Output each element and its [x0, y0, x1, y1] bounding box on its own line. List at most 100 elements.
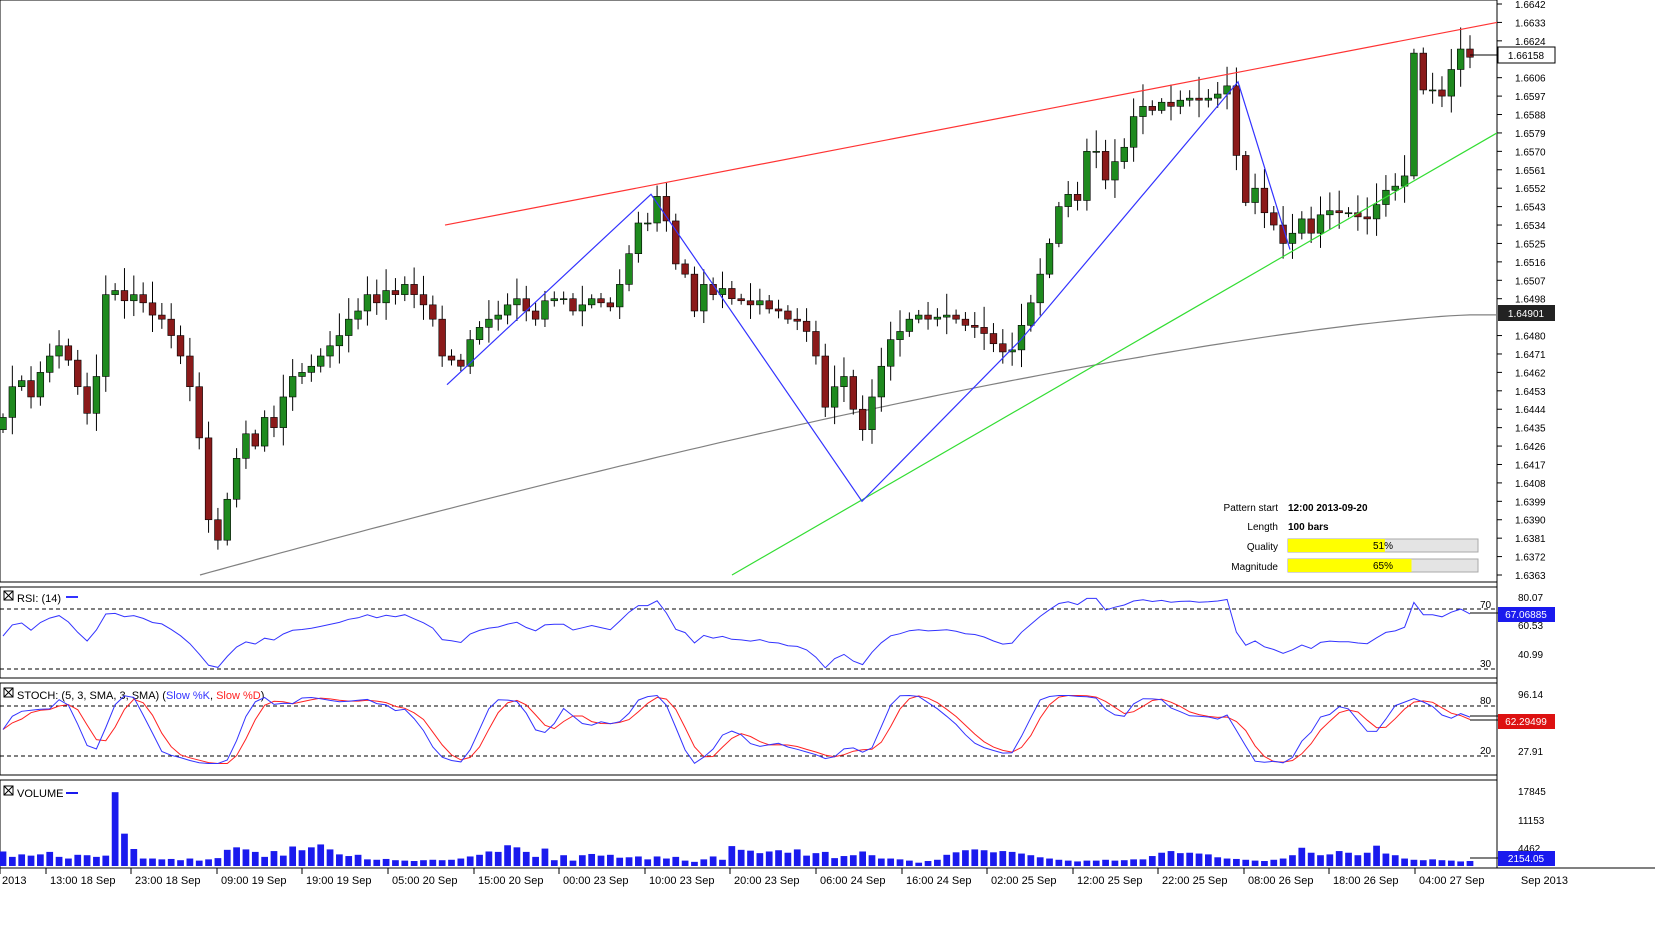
candle-body: [1251, 187, 1259, 203]
volume-bar: [522, 851, 530, 866]
volume-bar: [504, 845, 511, 866]
volume-bar: [83, 855, 91, 866]
candle-body: [1204, 97, 1213, 101]
candle-body: [1027, 302, 1035, 326]
volume-bar: [1139, 859, 1147, 866]
candle-body: [130, 294, 138, 302]
price-tick-label: 1.6462: [1515, 368, 1546, 379]
candle-body: [1335, 210, 1343, 214]
rsi-panel[interactable]: [0, 586, 1498, 679]
candle-body: [158, 314, 166, 320]
volume-bar: [1335, 851, 1343, 866]
price-tick-label: 1.6363: [1515, 571, 1546, 582]
price-tick-label: 1.6579: [1515, 129, 1546, 140]
candle-body: [924, 314, 932, 320]
candle-body: [1036, 273, 1044, 304]
volume-bar: [55, 856, 63, 866]
candle-body: [279, 396, 287, 428]
time-tick-label: 09:00 19 Sep: [221, 875, 286, 887]
volume-bar: [1148, 856, 1156, 866]
volume-bar: [466, 856, 474, 866]
candle-body: [36, 372, 45, 398]
ma-badge-box: [1498, 305, 1555, 321]
volume-bar: [364, 859, 371, 866]
candle-body: [644, 222, 652, 225]
candle-body: [1279, 224, 1287, 244]
candle-body: [419, 294, 428, 306]
volume-bar: [672, 856, 680, 866]
candle-body: [700, 284, 708, 312]
volume-bar: [588, 853, 596, 866]
candle-body: [260, 417, 269, 447]
rsi-toggle-box[interactable]: [3, 590, 14, 601]
volume-bar: [952, 852, 960, 866]
candle-body: [1083, 151, 1091, 201]
rsi-current-label: 67.06885: [1505, 610, 1547, 621]
candle-body: [354, 310, 362, 320]
price-tick-label: 1.6624: [1515, 37, 1546, 48]
candle-body: [1363, 216, 1371, 220]
support-line: [731, 132, 1498, 576]
volume-bar: [849, 855, 857, 866]
stoch-value-badge: [1498, 714, 1555, 729]
volume-bar: [382, 858, 390, 866]
candle-body: [774, 308, 783, 312]
candle-body: [858, 408, 867, 430]
candle-body: [457, 359, 465, 367]
volume-bar: [307, 847, 315, 866]
stoch-level-20-label: 20: [1480, 746, 1492, 757]
volume-title: VOLUME: [17, 788, 63, 800]
volume-bar: [1363, 852, 1371, 866]
volume-tick-low: 4462: [1518, 844, 1541, 855]
volume-tick-top: 17845: [1518, 787, 1546, 798]
price-tick-label: 1.6552: [1515, 184, 1546, 195]
volume-bar: [167, 858, 175, 866]
volume-bar: [1176, 853, 1184, 866]
candle-body: [1298, 218, 1306, 234]
candle-body: [1410, 52, 1418, 177]
candle-body: [765, 300, 773, 310]
volume-toggle-box[interactable]: [3, 785, 14, 796]
volume-tick-mid: 11153: [1518, 816, 1545, 827]
volume-bar: [560, 855, 568, 866]
stoch-toggle-box[interactable]: [3, 687, 14, 698]
candle-body: [1447, 69, 1455, 97]
volume-bar: [1027, 855, 1035, 866]
candle-body: [1157, 101, 1166, 111]
candle-body: [662, 196, 671, 222]
volume-bar: [476, 854, 483, 866]
x-axis-right-label: Sep 2013: [1521, 875, 1568, 887]
candles-group: [0, 27, 1474, 550]
price-tick-label: 1.6507: [1515, 276, 1546, 287]
volume-bar: [1326, 854, 1334, 866]
volume-bar: [121, 833, 128, 866]
volume-bar: [448, 859, 455, 866]
stoch-panel[interactable]: [0, 682, 1498, 776]
rsi-level-70-label: 70: [1480, 600, 1492, 611]
candle-body: [999, 343, 1007, 353]
candle-body: [195, 386, 203, 439]
candle-body: [1270, 212, 1278, 226]
volume-bar: [205, 859, 212, 866]
candle-body: [1419, 52, 1427, 91]
volume-bar: [747, 850, 754, 866]
price-panel[interactable]: [0, 0, 1498, 583]
candle-body: [1428, 89, 1437, 92]
volume-value-badge: [1498, 851, 1555, 866]
time-tick-label: 13:00 18 Sep: [50, 875, 115, 887]
candle-body: [1260, 187, 1269, 214]
rsi-indicator: RSI: (14) 70 30 80.07 60.53 40.99 67.068…: [0, 590, 1555, 670]
candle-body: [1307, 218, 1315, 234]
candle-body: [1326, 210, 1334, 216]
candle-body: [1055, 206, 1063, 244]
ma-price-badge: 1.64901: [1498, 305, 1555, 321]
stoch-d-label: Slow %D: [216, 690, 261, 702]
volume-bar: [775, 850, 782, 866]
price-tick-label: 1.6399: [1515, 497, 1546, 508]
volume-bar: [317, 844, 325, 866]
time-tick-label: 19:00 19 Sep: [306, 875, 371, 887]
candle-body: [980, 327, 988, 334]
candle-body: [204, 437, 213, 521]
price-tick-label: 1.6381: [1515, 534, 1546, 545]
